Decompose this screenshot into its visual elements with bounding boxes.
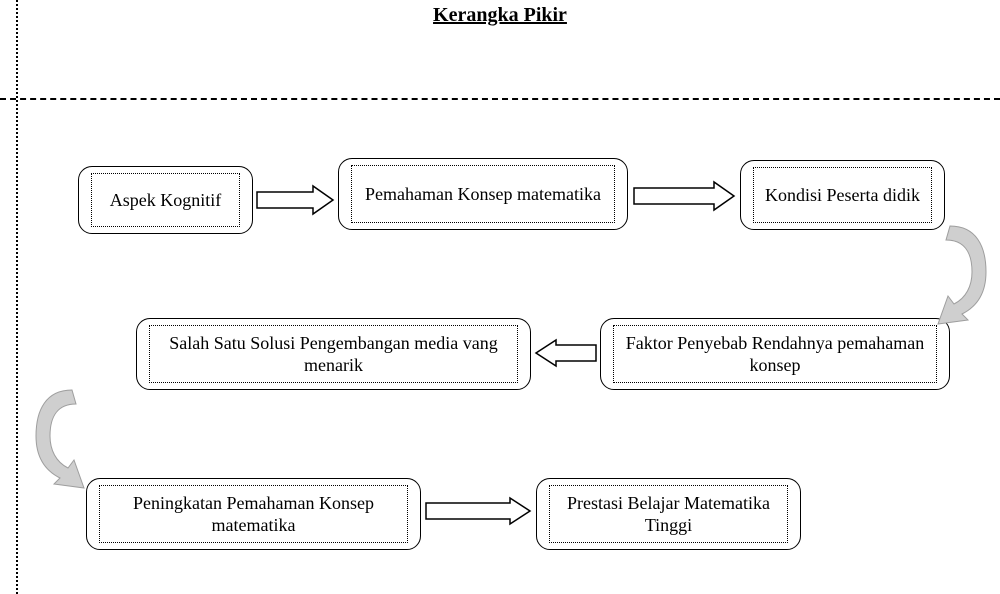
curved-arrow-n4-n6 [20, 386, 90, 498]
node-aspek-kognitif: Aspek Kognitif [78, 166, 253, 234]
node-label: Peningkatan Pemahaman Konsep matematika [99, 485, 408, 543]
node-prestasi-belajar: Prestasi Belajar Matematika Tinggi [536, 478, 801, 550]
diagram-title: Kerangka Pikir [0, 4, 1000, 27]
node-salah-satu-solusi: Salah Satu Solusi Pengembangan media van… [136, 318, 531, 390]
node-peningkatan-pemahaman: Peningkatan Pemahaman Konsep matematika [86, 478, 421, 550]
arrow-n5-n4 [534, 338, 598, 368]
vertical-dotted-guide [16, 0, 18, 594]
arrow-n6-n7 [424, 496, 534, 526]
arrow-n2-n3 [632, 180, 738, 212]
node-label: Faktor Penyebab Rendahnya pemahaman kons… [613, 325, 937, 383]
node-faktor-penyebab: Faktor Penyebab Rendahnya pemahaman kons… [600, 318, 950, 390]
node-label: Kondisi Peserta didik [753, 167, 932, 223]
node-label: Prestasi Belajar Matematika Tinggi [549, 485, 788, 543]
node-label: Salah Satu Solusi Pengembangan media van… [149, 325, 518, 383]
arrow-n1-n2 [255, 184, 337, 216]
curved-arrow-n3-n5 [932, 222, 1000, 332]
horizontal-dashed-divider [0, 98, 1000, 100]
node-label: Pemahaman Konsep matematika [351, 165, 615, 223]
node-pemahaman-konsep: Pemahaman Konsep matematika [338, 158, 628, 230]
node-kondisi-peserta-didik: Kondisi Peserta didik [740, 160, 945, 230]
node-label: Aspek Kognitif [91, 173, 240, 227]
